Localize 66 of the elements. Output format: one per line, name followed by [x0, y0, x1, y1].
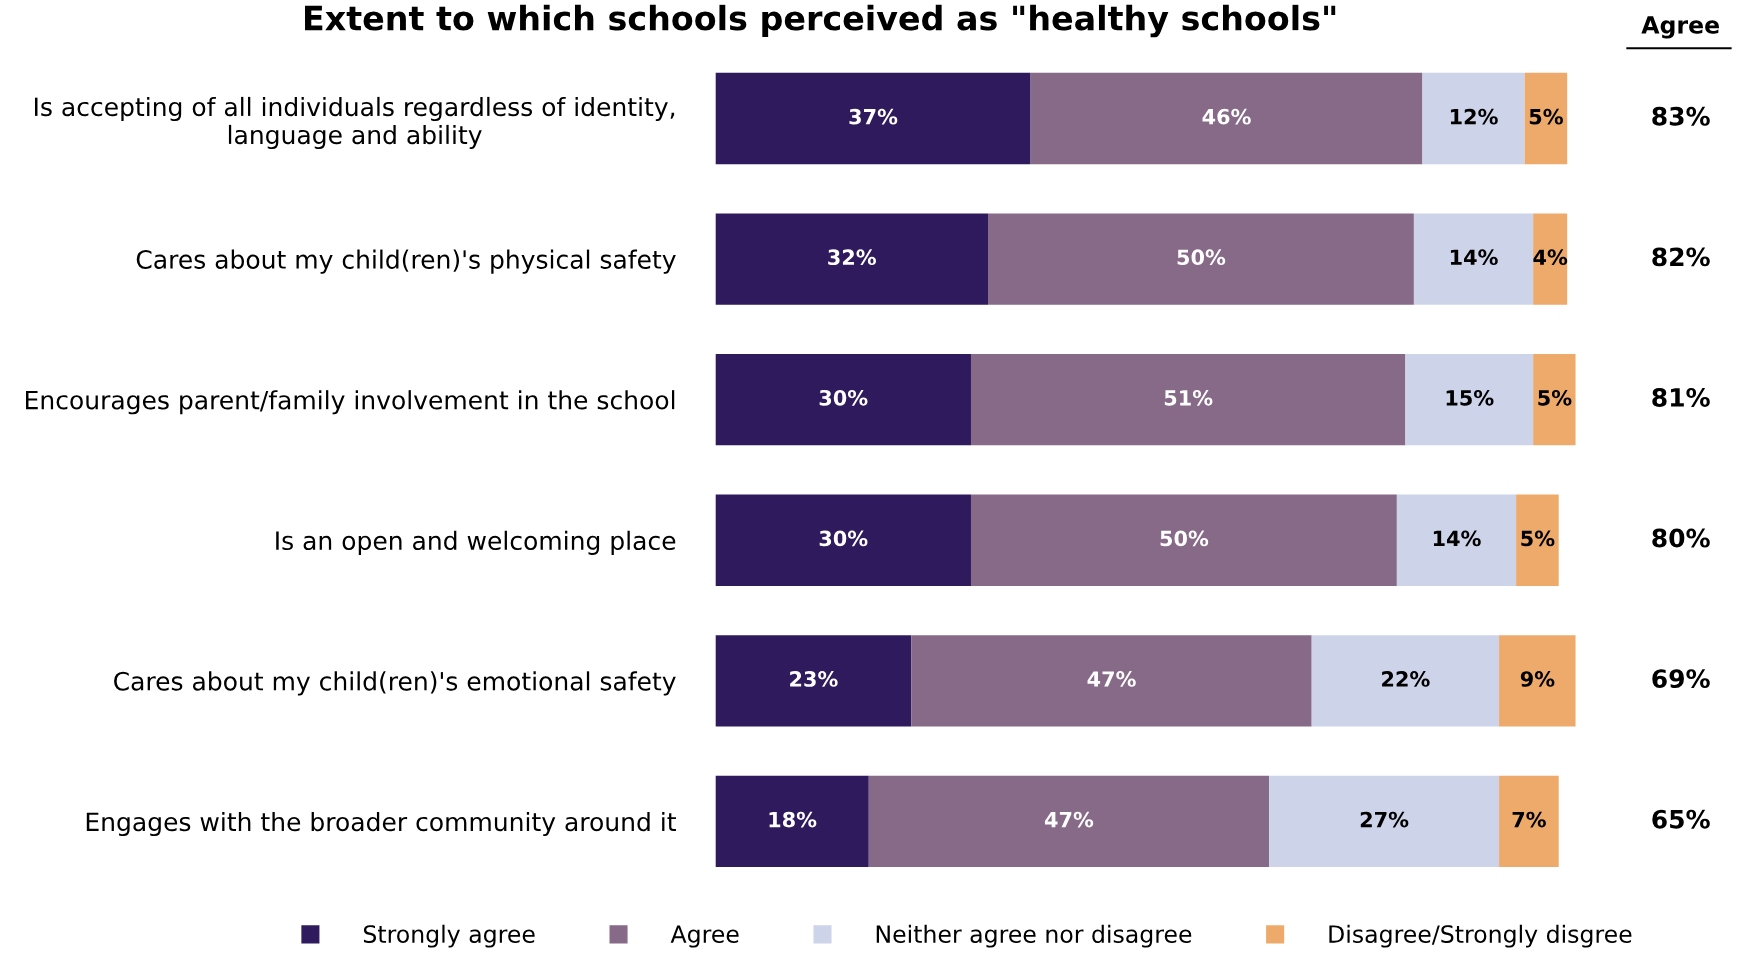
bar	[1499, 775, 1559, 868]
y-tick-label: Is accepting of all individuals regardless of identity, language and ability	[35, 96, 675, 150]
data-label: 37%	[849, 108, 898, 125]
text: 82%	[1652, 247, 1710, 267]
text: 80%	[1652, 528, 1710, 548]
bar	[970, 494, 1397, 586]
data-label: 14%	[1433, 530, 1481, 547]
y-tick-label: Engages with the broader community around it	[86, 811, 676, 837]
chart-title: Extent to which schools perceived as "healthy schools"	[305, 4, 1336, 38]
legend-label: Strongly agree	[363, 924, 535, 948]
bar	[1396, 494, 1517, 586]
data-label: 51%	[1164, 389, 1213, 406]
bar	[715, 635, 912, 727]
data-label: 9%	[1520, 671, 1555, 687]
data-label: 47%	[1044, 811, 1094, 828]
data-label: 47%	[1087, 671, 1136, 687]
text: 83%	[1652, 106, 1710, 126]
data-label: 18%	[769, 811, 817, 828]
data-label: 5%	[1529, 108, 1563, 125]
data-label: 15%	[1446, 389, 1494, 406]
bar	[1524, 72, 1568, 165]
text: 81%	[1652, 388, 1710, 407]
data-label: 32%	[828, 249, 876, 266]
bar	[1413, 213, 1534, 305]
bar	[868, 775, 1270, 868]
text: 65%	[1652, 809, 1710, 829]
bar	[1533, 353, 1576, 446]
y-tick-label: Is an open and welcoming place	[276, 530, 676, 555]
legend-label: Disagree/Strongly disgree	[1329, 924, 1632, 948]
bar	[1030, 72, 1423, 165]
bar	[1269, 775, 1500, 868]
bar	[715, 72, 1031, 165]
data-label: 22%	[1382, 671, 1430, 687]
legend-label: Agree	[670, 925, 739, 948]
bar	[988, 213, 1414, 305]
data-label: 7%	[1512, 811, 1546, 828]
bar	[1405, 353, 1534, 446]
data-label: 23%	[790, 671, 838, 687]
data-label: 30%	[819, 530, 868, 547]
bar	[1516, 494, 1559, 586]
bar	[970, 353, 1406, 446]
data-label: 14%	[1450, 249, 1498, 266]
text: 69%	[1652, 669, 1710, 689]
data-label: 5%	[1521, 530, 1555, 547]
legend-label: Neither agree nor disagree	[876, 924, 1192, 948]
text: Agree	[1641, 16, 1719, 39]
bar	[1499, 635, 1576, 727]
bar	[911, 635, 1312, 727]
bar	[715, 213, 989, 305]
bar	[1533, 213, 1568, 305]
data-label: 50%	[1160, 530, 1209, 547]
bar	[715, 494, 971, 586]
bar	[715, 353, 971, 446]
data-label: 27%	[1360, 811, 1409, 828]
data-label: 46%	[1202, 108, 1251, 125]
data-label: 50%	[1177, 249, 1226, 266]
data-label: 4%	[1533, 249, 1568, 266]
data-label: 30%	[819, 389, 868, 406]
data-label: 12%	[1450, 108, 1498, 125]
bar	[715, 775, 869, 868]
data-label: 5%	[1538, 389, 1572, 406]
bar	[1311, 635, 1500, 727]
y-tick-label: Cares about my child(ren)'s physical safety	[136, 249, 676, 274]
y-tick-label: Cares about my child(ren)'s emotional safety	[114, 671, 676, 696]
y-tick-label: Encourages parent/family involvement in the school	[26, 390, 675, 415]
bar	[1422, 72, 1525, 165]
